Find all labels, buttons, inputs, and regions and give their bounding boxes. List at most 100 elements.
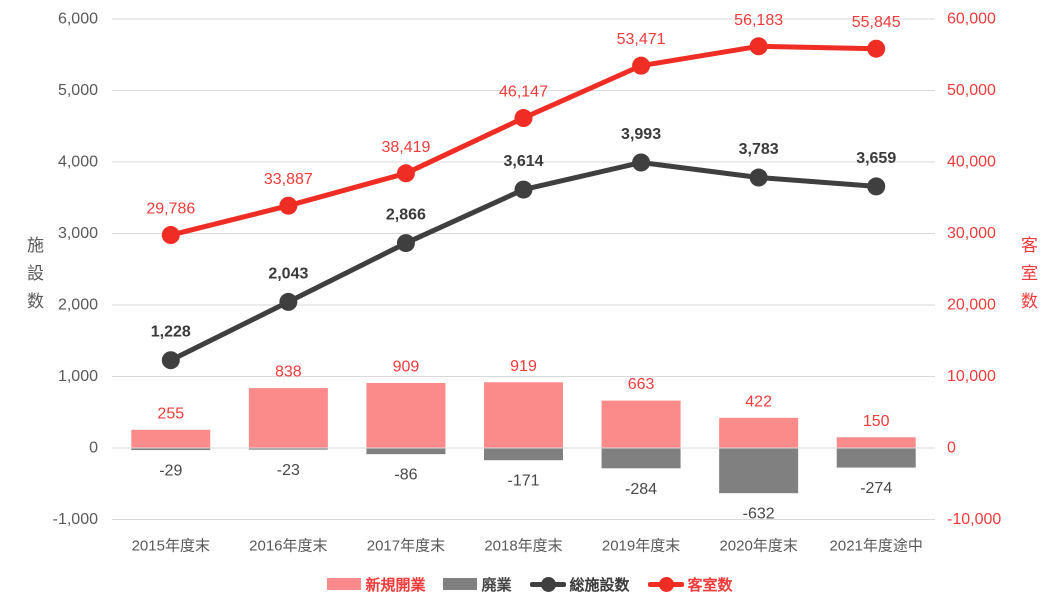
x-axis-labels: 2015年度末 2016年度末 2017年度末 2018年度末 2019年度末 2020年… <box>132 538 923 555</box>
bar-segment-closures <box>484 448 563 461</box>
bar-data-label: 255 <box>157 405 184 422</box>
line-marker <box>632 56 651 75</box>
y-axis-tick-right: 60,000 <box>947 11 996 28</box>
line-data-label: 33,887 <box>264 171 313 188</box>
line-marker <box>396 234 415 253</box>
x-axis-label: 2019年度末 <box>602 538 680 555</box>
y-axis-tick-right: 0 <box>947 440 956 457</box>
line-marker <box>279 292 298 311</box>
bar-segment-new-openings <box>131 429 211 448</box>
bar-segment-closures <box>131 448 211 451</box>
line-data-label: 3,783 <box>739 141 779 158</box>
y-axis-tick-left: 5,000 <box>58 82 98 99</box>
line-data-label: 55,845 <box>852 14 901 31</box>
bar-data-label: -274 <box>860 480 892 497</box>
bar-series <box>131 382 916 494</box>
legend-label: 廃業 <box>481 576 512 594</box>
legend-bar-swatch <box>327 578 362 590</box>
bar-segment-new-openings <box>366 383 446 448</box>
x-axis-label: 2015年度末 <box>132 538 210 555</box>
y-axis-tick-right: 20,000 <box>947 297 996 314</box>
bar-data-label: -23 <box>277 462 300 479</box>
gridlines <box>112 18 935 520</box>
line-data-label: 29,786 <box>146 201 195 218</box>
legend-item: 総施設数 <box>529 574 630 595</box>
chart-legend: 新規開業 廃業 総施設数 客室数 <box>0 571 1060 597</box>
y-axis-tick-left: 3,000 <box>58 225 98 242</box>
line-series-total-facilities: 1,228 2,043 2,866 3,614 3,993 3,783 3,659 <box>151 126 896 370</box>
bar-segment-new-openings <box>601 400 681 448</box>
bar-data-label: 919 <box>510 358 537 375</box>
bar-data-label: -86 <box>394 467 417 484</box>
legend-label: 総施設数 <box>569 576 630 594</box>
bar-segment-closures <box>366 448 446 455</box>
line-marker <box>279 196 298 215</box>
y-axis-tick-left: 1,000 <box>58 368 98 385</box>
bar-data-label: -29 <box>159 463 182 480</box>
y-axis-tick-right: 40,000 <box>947 154 996 171</box>
line-data-label: 3,659 <box>856 150 896 167</box>
line-data-label: 1,228 <box>151 324 191 341</box>
line-data-label: 38,419 <box>381 139 430 156</box>
line-marker <box>161 226 180 245</box>
x-axis-label: 2017年度末 <box>367 538 445 555</box>
right-axis-title: 客室数 <box>1018 236 1037 320</box>
line-marker <box>867 177 886 196</box>
bar-segment-new-openings <box>484 382 563 448</box>
bar-data-label: 663 <box>628 376 655 393</box>
x-axis-label: 2016年度末 <box>249 538 327 555</box>
legend-bar-swatch <box>443 578 478 590</box>
bar-data-label: 150 <box>863 413 890 430</box>
y-axis-tick-right: 30,000 <box>947 225 996 242</box>
line-data-label: 2,043 <box>268 265 308 282</box>
line-marker <box>514 180 533 199</box>
bar-data-label: -171 <box>507 473 539 490</box>
line-series-rooms: 29,786 33,887 38,419 46,147 53,471 56,183 55,8… <box>146 12 901 245</box>
line-marker <box>867 39 886 58</box>
legend-line-marker <box>529 576 566 592</box>
legend-item: 廃業 <box>443 574 512 595</box>
y-axis-tick-left: 6,000 <box>58 11 98 28</box>
y-axis-tick-left: 0 <box>89 440 98 457</box>
y-axis-tick-right: -10,000 <box>947 511 1001 528</box>
left-axis-title: 施設数 <box>24 236 43 320</box>
bar-data-label: 422 <box>745 393 772 410</box>
line-marker <box>632 153 651 172</box>
y-axis-tick-right: 10,000 <box>947 368 996 385</box>
x-axis-label: 2018年度末 <box>484 538 562 555</box>
bar-segment-new-openings <box>248 388 328 448</box>
y-axis-tick-left: -1,000 <box>53 511 98 528</box>
y-axis-tick-right: 50,000 <box>947 82 996 99</box>
bar-segment-closures <box>601 448 681 469</box>
line-data-label: 3,614 <box>503 153 543 170</box>
y-axis-tick-left: 2,000 <box>58 297 98 314</box>
legend-label: 客室数 <box>687 576 733 594</box>
line-data-label: 3,993 <box>621 126 661 143</box>
legend-item: 客室数 <box>647 574 733 595</box>
legend-label: 新規開業 <box>365 576 426 594</box>
bar-data-label: 838 <box>275 364 302 381</box>
legend-line-dot <box>658 576 674 592</box>
line-marker <box>749 37 768 56</box>
y-axis-tick-left: 4,000 <box>58 154 98 171</box>
line-marker <box>749 168 768 187</box>
line-data-label: 56,183 <box>734 12 783 29</box>
bar-data-label: -284 <box>625 481 657 498</box>
x-axis-label: 2020年度末 <box>719 538 797 555</box>
line-marker <box>396 164 415 183</box>
right-axis-ticks: 60,000 50,000 40,000 30,000 20,000 10,000 0 -10… <box>947 11 1001 529</box>
line-data-label: 46,147 <box>499 84 548 101</box>
legend-line-dot <box>540 576 556 592</box>
bar-segment-new-openings <box>719 417 799 448</box>
left-axis-ticks: 6,000 5,000 4,000 3,000 2,000 1,000 0 -1,000 <box>53 11 98 529</box>
bar-data-label: -632 <box>743 506 775 523</box>
line-marker <box>161 351 180 370</box>
bar-segment-closures <box>719 448 799 494</box>
line-data-label: 2,866 <box>386 207 426 224</box>
line-marker <box>514 109 533 128</box>
legend-line-marker <box>647 576 684 592</box>
bar-segment-closures <box>836 448 916 468</box>
bar-data-label: 909 <box>393 359 420 376</box>
